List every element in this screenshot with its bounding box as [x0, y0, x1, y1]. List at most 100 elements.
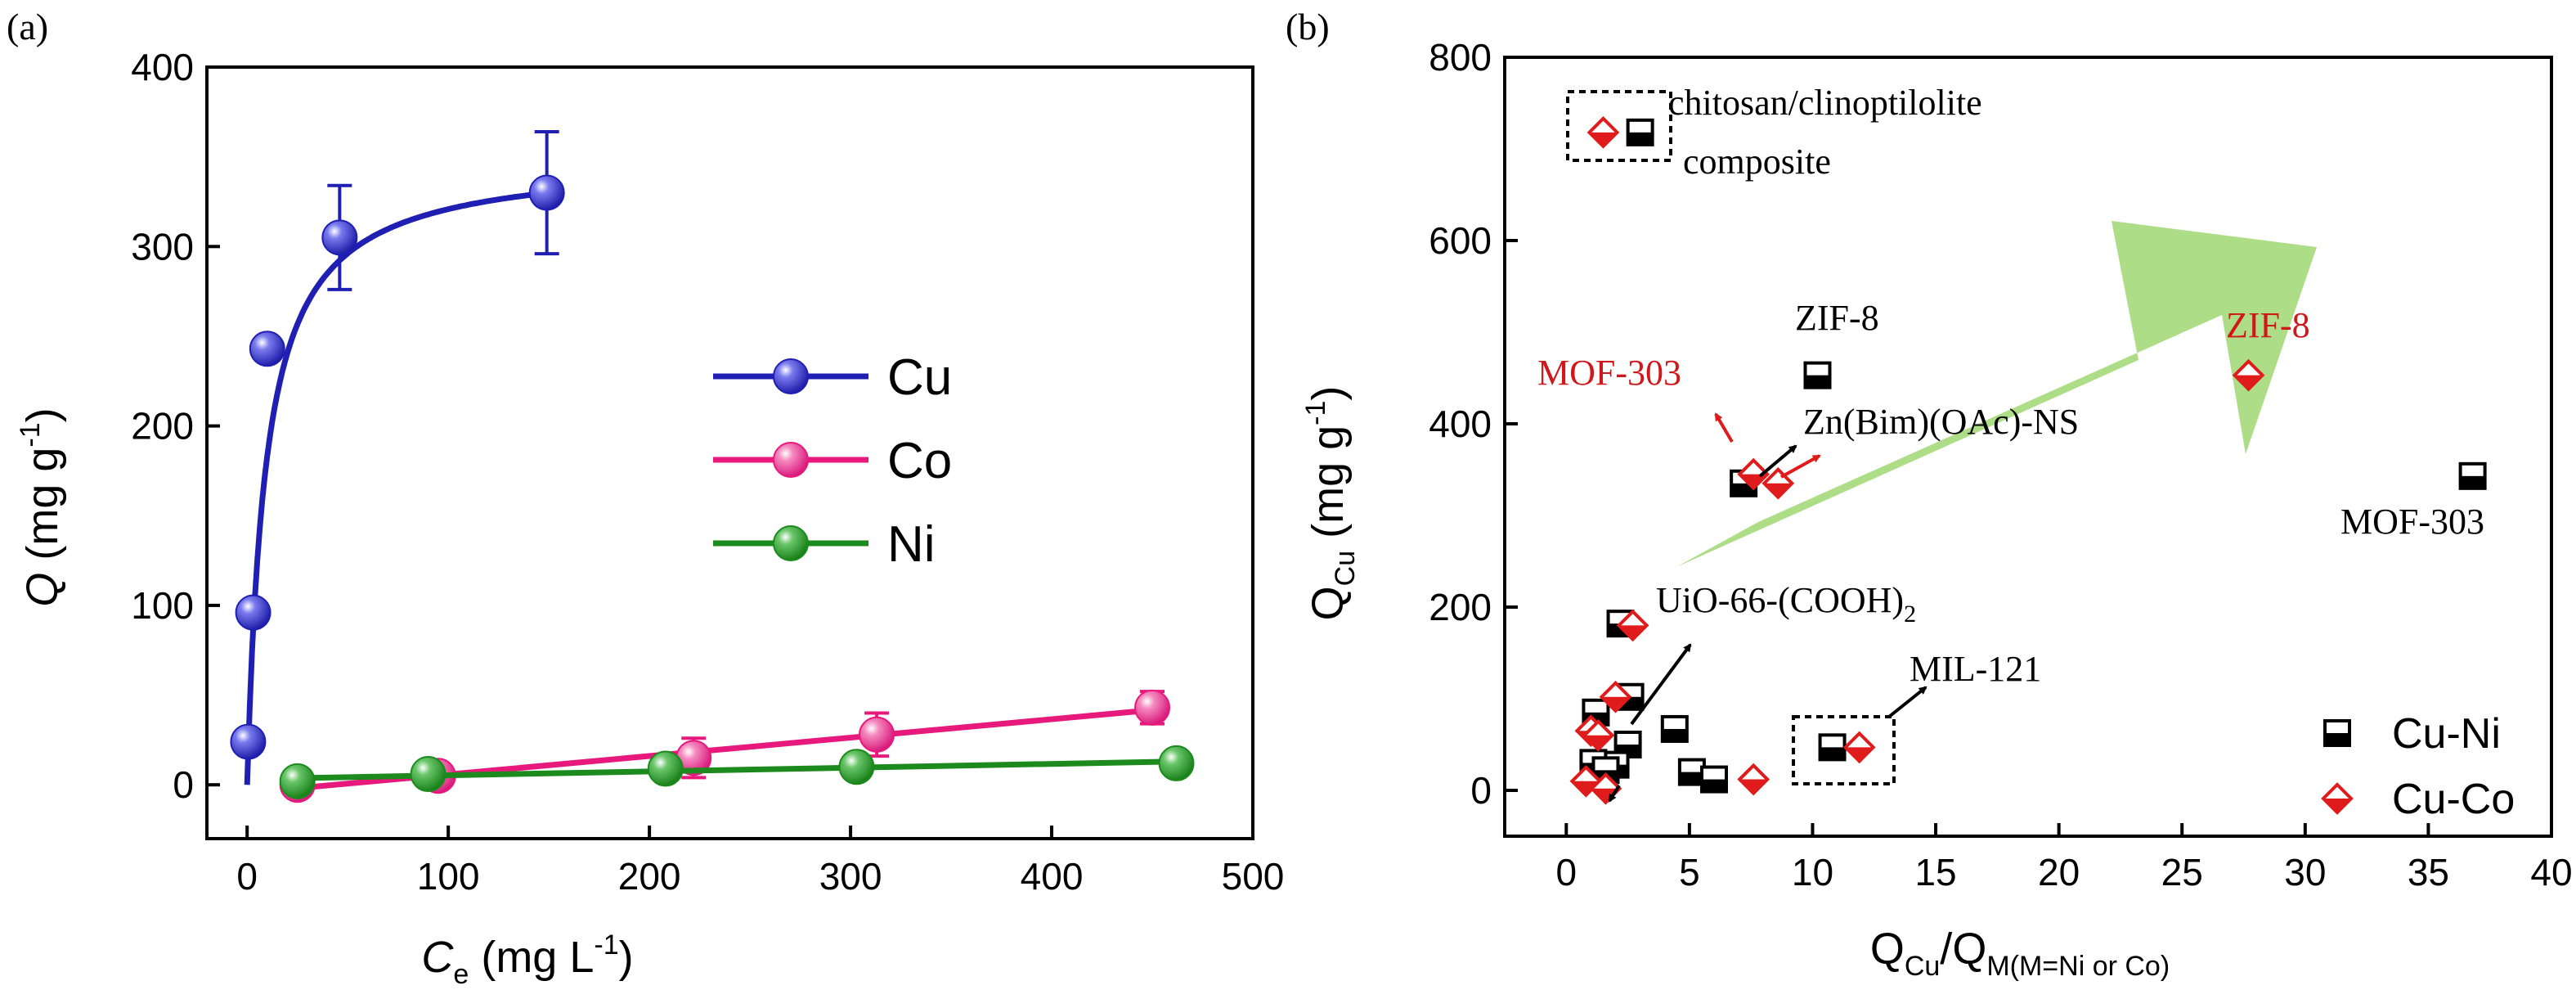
x-tick-label: 15: [1914, 851, 1956, 893]
b-x-title-sub: Cu: [1905, 951, 1940, 982]
b-x-title-slash: /: [1940, 925, 1952, 974]
point-cu-co: [1599, 680, 1632, 713]
b-x-title-symbol: Q: [1870, 925, 1905, 974]
b-y-title-sup: -1: [1300, 401, 1331, 425]
arrow-mil121: [1887, 686, 1928, 718]
y-tick-label: 800: [1429, 36, 1492, 79]
plot-frame-b: [1503, 56, 2553, 838]
panel-b-legend: Cu-Ni Cu-Co: [2321, 710, 2515, 823]
point-cu: [528, 174, 565, 211]
svg-text:Q (mg g-1): Q (mg g-1): [15, 407, 67, 606]
x-tick-label: 0: [236, 855, 258, 898]
point-ni: [410, 756, 447, 793]
panel-b-x-axis-title: QCu/QM(M=Ni or Co): [1870, 925, 2170, 982]
point-cu-ni: [1818, 733, 1847, 762]
x-tick-label: 10: [1792, 851, 1833, 893]
x-tick-label: 0: [1555, 851, 1577, 893]
annotation-zif8-red: ZIF-8: [2226, 305, 2310, 345]
point-cu: [321, 219, 358, 256]
y-title-symbol: Q: [18, 573, 67, 607]
y-tick-label: 200: [1429, 586, 1492, 628]
b-x-title-symbol2: Q: [1952, 925, 1986, 974]
point-ni: [647, 750, 684, 787]
point-co: [1134, 689, 1171, 726]
x-title-sub: e: [453, 959, 469, 990]
marker-fill: [1739, 779, 1768, 794]
svg-text:Ce (mg L-1): Ce (mg L-1): [421, 929, 633, 990]
marker-fill: [1805, 375, 1830, 388]
fit-line-cu: [244, 190, 550, 785]
arrow-znbim: [1758, 444, 1797, 478]
marker-fill: [1584, 735, 1613, 749]
b-y-title-unit: (mg g: [1304, 425, 1353, 551]
legend-marker-cu-co: [2321, 782, 2354, 815]
plot-frame-a: [205, 65, 1254, 840]
x-title-sup: -1: [594, 929, 618, 961]
annotation-mof303-black: MOF-303: [2340, 502, 2484, 542]
point-cu-co: [2232, 358, 2265, 392]
marker-fill: [1589, 132, 1618, 146]
arrow-uio66: [1630, 643, 1692, 726]
point-cu-ni: [1700, 765, 1728, 794]
x-title-close: ): [619, 933, 634, 982]
y-tick-label: 400: [1429, 403, 1492, 445]
point-ni: [279, 763, 316, 799]
panel-a-label: (a): [7, 6, 48, 47]
marker-fill: [1820, 747, 1845, 760]
point-cu-co: [1582, 718, 1615, 752]
marker-fill: [1601, 696, 1630, 711]
panel-a-y-axis-title: Q (mg g-1): [15, 407, 67, 606]
trend-arrow: [1676, 221, 2317, 567]
marker-fill: [2234, 375, 2263, 389]
arrow-uio66-down: [1608, 784, 1621, 803]
marker-fill: [2460, 475, 2485, 488]
marker-fill: [1618, 625, 1647, 640]
marker-fill: [1702, 779, 1726, 792]
legend-marker-ni: [773, 525, 809, 561]
legend-marker-cu-ni: [2323, 719, 2351, 747]
legend-marker-co: [773, 442, 809, 478]
point-cu-co: [1737, 763, 1770, 796]
svg-text:QCu/QM(M=Ni or Co): QCu/QM(M=Ni or Co): [1870, 925, 2170, 982]
x-tick-label: 5: [1679, 851, 1700, 893]
y-tick-label: 0: [1470, 769, 1492, 812]
annotation-uio66-sub: 2: [1904, 601, 1916, 628]
point-ni: [838, 749, 875, 785]
marker-fill: [1591, 788, 1620, 803]
point-cu-co: [1616, 609, 1649, 642]
x-tick-label: 500: [1222, 855, 1285, 898]
panel-b-label: (b): [1286, 6, 1330, 47]
x-tick-label: 300: [819, 855, 882, 898]
y-tick-label: 300: [131, 225, 194, 268]
legend-label-cu-co: Cu-Co: [2392, 776, 2515, 823]
b-y-title-close: ): [1304, 386, 1353, 401]
x-tick-label: 25: [2161, 851, 2203, 893]
y-title-close: ): [18, 407, 67, 422]
y-title-sup: -1: [15, 422, 46, 447]
point-cu: [235, 594, 272, 631]
annotation-chitosan: chitosan/clinoptilolite: [1668, 83, 1982, 123]
b-y-title-sub: Cu: [1330, 551, 1361, 586]
panel-a: (a) 0 100 200 300 400 500 0 100 200 300 400 Cu Co Ni…: [7, 6, 1284, 990]
point-cu-ni: [1660, 714, 1689, 743]
x-tick-label: 30: [2284, 851, 2326, 893]
annotation-mof303-red: MOF-303: [1537, 353, 1681, 393]
b-x-title-sub2: M(M=Ni or Co): [1986, 951, 2170, 982]
b-y-title-symbol: Q: [1304, 586, 1353, 620]
panel-b-y-axis-title: QCu (mg g-1): [1300, 386, 1361, 621]
point-cu-ni: [1803, 361, 1832, 389]
point-cu-ni: [2458, 461, 2487, 490]
x-tick-label: 200: [618, 855, 681, 898]
marker-fill: [1845, 747, 1874, 762]
x-tick-label: 100: [417, 855, 480, 898]
point-cu-co: [1737, 457, 1770, 491]
y-tick-label: 600: [1429, 219, 1492, 262]
x-title-symbol: C: [421, 933, 454, 982]
point-cu: [230, 723, 267, 760]
annotation-uio66: UiO-66-(COOH)2: [1656, 580, 1916, 628]
panel-a-legend: Cu Co Ni: [713, 349, 952, 573]
x-tick-label: 400: [1021, 855, 1084, 898]
legend-marker-cu: [773, 358, 809, 394]
point-co: [859, 716, 895, 753]
